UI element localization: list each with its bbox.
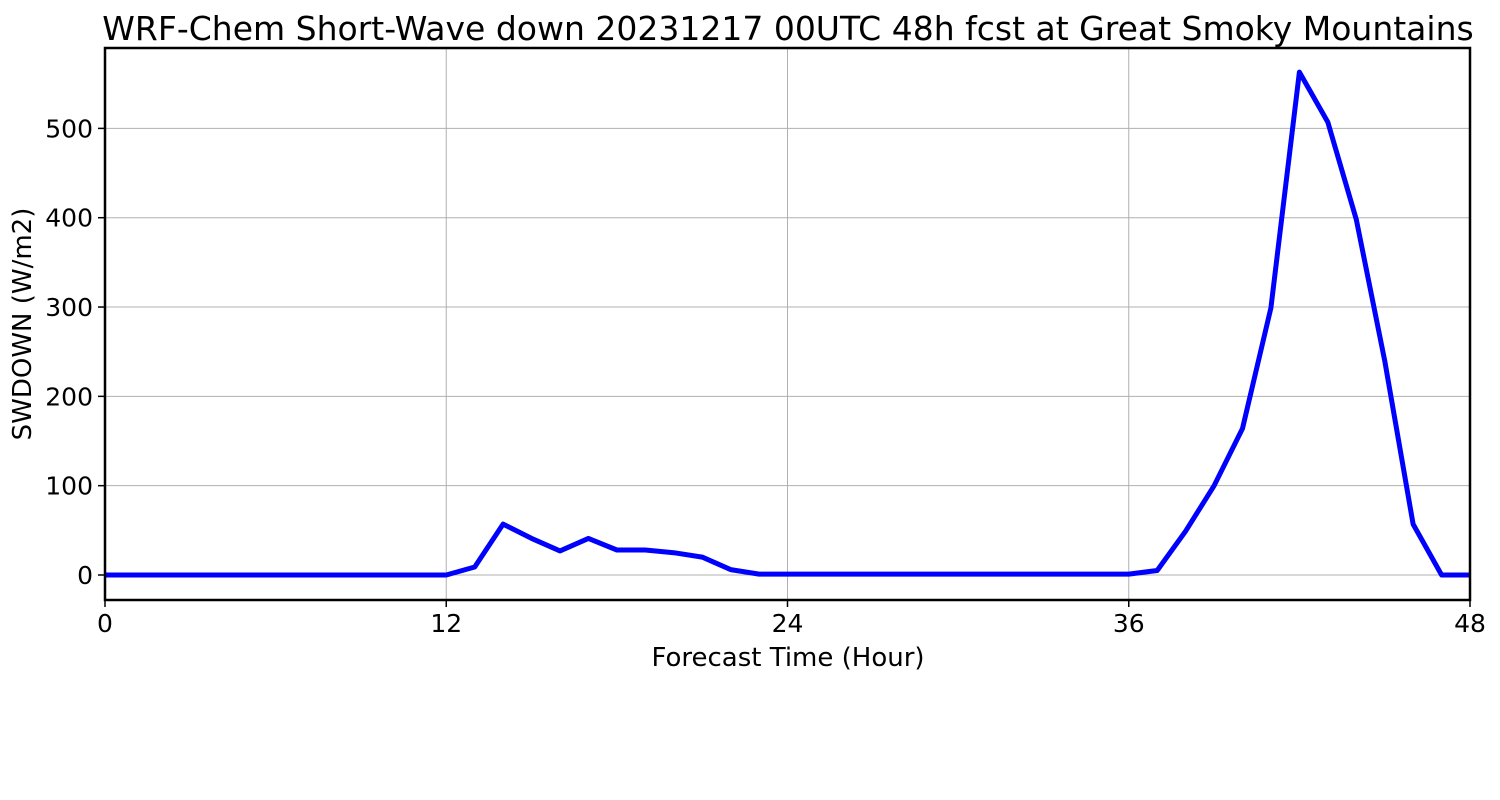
y-tick-label: 400	[45, 204, 93, 233]
x-tick-label: 12	[430, 609, 462, 638]
y-tick-label: 200	[45, 382, 93, 411]
x-tick-label: 48	[1454, 609, 1486, 638]
chart-title: WRF-Chem Short-Wave down 20231217 00UTC …	[102, 9, 1473, 48]
x-tick-label: 36	[1113, 609, 1145, 638]
y-tick-label: 100	[45, 472, 93, 501]
axis-ticks: 0 12 24 36 48 0 100 200 300 400 500	[45, 114, 1486, 638]
y-axis-label: SWDOWN (W/m2)	[8, 208, 38, 441]
x-axis-label: Forecast Time (Hour)	[651, 643, 924, 673]
series-layer	[105, 69, 1470, 578]
series-line	[105, 69, 1470, 578]
y-tick-label: 500	[45, 114, 93, 143]
y-tick-label: 300	[45, 293, 93, 322]
x-tick-label: 0	[97, 609, 113, 638]
y-tick-label: 0	[77, 561, 93, 590]
x-tick-label: 24	[772, 609, 804, 638]
